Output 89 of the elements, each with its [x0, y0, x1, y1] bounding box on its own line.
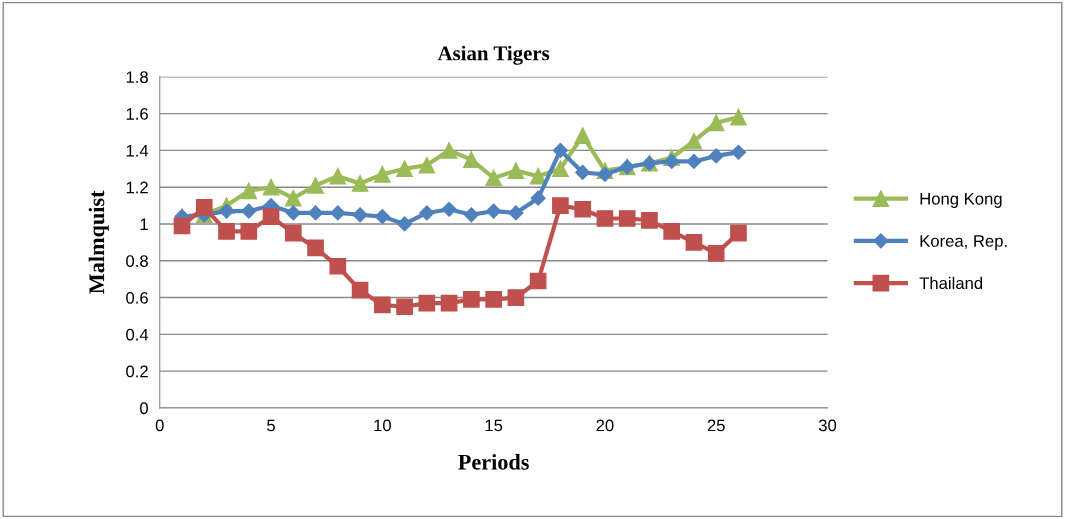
point — [307, 239, 324, 257]
point — [485, 169, 502, 187]
point — [307, 205, 324, 221]
legend-label: Thailand — [919, 276, 983, 290]
point — [218, 223, 235, 240]
point — [730, 144, 747, 160]
point — [663, 223, 681, 240]
point — [374, 296, 391, 314]
point — [173, 217, 191, 235]
y-tick-label: 1.2 — [126, 181, 148, 194]
point — [574, 127, 591, 145]
point — [396, 160, 413, 178]
point — [685, 132, 703, 150]
point — [463, 207, 479, 223]
point — [686, 153, 702, 170]
y-tick-label: 0.6 — [126, 291, 148, 304]
point — [330, 205, 346, 221]
y-tick-label: 0 — [140, 402, 148, 415]
point — [397, 216, 413, 232]
point — [195, 199, 213, 216]
x-axis-title: Periods — [458, 454, 529, 470]
point — [418, 156, 436, 174]
legend-label: Hong Kong — [920, 193, 1002, 208]
point — [485, 291, 502, 308]
x-tick-label: 30 — [818, 419, 837, 432]
point — [730, 224, 747, 242]
y-tick-label: 1 — [140, 218, 148, 231]
point — [552, 142, 568, 158]
point — [329, 257, 347, 275]
point — [285, 205, 301, 221]
point — [486, 203, 502, 219]
point — [284, 189, 302, 207]
point — [618, 210, 636, 227]
y-tick-label: 0.4 — [126, 328, 149, 341]
y-tick-label: 1.4 — [126, 144, 149, 157]
point — [262, 178, 280, 196]
point — [441, 201, 457, 217]
point — [262, 208, 280, 225]
legend-label: Korea, Rep. — [920, 235, 1007, 251]
x-tick-label: 25 — [707, 419, 725, 432]
point — [707, 245, 725, 262]
point — [730, 108, 747, 126]
point — [552, 197, 569, 214]
point — [329, 167, 347, 185]
point — [241, 203, 257, 219]
point — [685, 234, 703, 251]
y-tick-label: 0.8 — [126, 255, 148, 267]
point — [351, 281, 369, 299]
point — [529, 167, 547, 185]
point — [641, 211, 658, 229]
y-axis-title: Malmquist — [88, 190, 109, 294]
x-tick-label: 15 — [485, 419, 503, 432]
point — [664, 153, 680, 170]
x-tick-label: 20 — [596, 419, 614, 432]
point — [396, 298, 413, 316]
point — [575, 164, 591, 181]
point — [351, 175, 369, 192]
point — [440, 142, 458, 159]
point — [708, 148, 724, 164]
y-tick-label: 0.2 — [126, 365, 148, 378]
point — [419, 205, 435, 221]
point — [374, 209, 390, 225]
point — [440, 294, 458, 312]
point — [552, 160, 569, 178]
point — [463, 291, 480, 308]
point — [240, 223, 258, 240]
point — [352, 207, 368, 223]
chart-title: Asian Tigers — [437, 45, 550, 65]
x-tick-label: 10 — [374, 419, 391, 432]
x-tick-label: 5 — [267, 419, 275, 432]
point — [240, 182, 258, 200]
point — [507, 289, 525, 306]
point — [418, 294, 436, 312]
point — [530, 190, 546, 206]
point — [507, 162, 525, 179]
point — [307, 177, 324, 194]
point — [707, 114, 725, 132]
point — [218, 203, 235, 219]
point — [596, 210, 614, 227]
point — [529, 272, 547, 290]
x-tick-label: 0 — [155, 419, 164, 432]
point — [374, 165, 391, 183]
point — [597, 166, 613, 182]
point — [463, 151, 480, 168]
point — [508, 205, 524, 221]
y-tick-label: 1.8 — [126, 71, 148, 84]
point — [284, 224, 302, 242]
y-tick-label: 1.6 — [126, 108, 148, 120]
point — [574, 200, 591, 218]
